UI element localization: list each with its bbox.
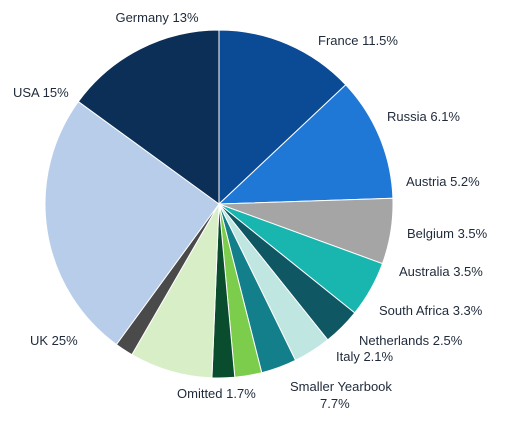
- pie-slice-germany: [218, 29, 347, 206]
- slice-label-usa: USA 15%: [13, 85, 69, 100]
- pie-slice-france: [217, 84, 394, 205]
- pie-slices: [44, 29, 394, 379]
- pie-labels: Germany 13% France 11.5% Russia 6.1% Austri…: [13, 10, 488, 411]
- slice-label-italy: Italy 2.1%: [336, 349, 394, 364]
- slice-label-uk: UK 25%: [30, 333, 78, 348]
- slice-label-south-africa: South Africa 3.3%: [379, 303, 483, 318]
- slice-label-austria: Austria 5.2%: [406, 174, 480, 189]
- slice-label-australia: Australia 3.5%: [399, 264, 483, 279]
- slice-label-germany: Germany 13%: [115, 10, 199, 25]
- slice-label-omitted: Omitted 1.7%: [177, 386, 256, 401]
- slice-label-france: France 11.5%: [318, 33, 398, 48]
- slice-label-russia: Russia 6.1%: [387, 109, 460, 124]
- slice-label-belgium: Belgium 3.5%: [407, 226, 488, 241]
- pie-slice-uk: [44, 100, 220, 346]
- slice-label-netherlands: Netherlands 2.5%: [359, 333, 463, 348]
- pie-slice-usa: [77, 29, 220, 205]
- slice-label-smaller-yearbook: Smaller Yearbook 7.7%: [290, 379, 392, 411]
